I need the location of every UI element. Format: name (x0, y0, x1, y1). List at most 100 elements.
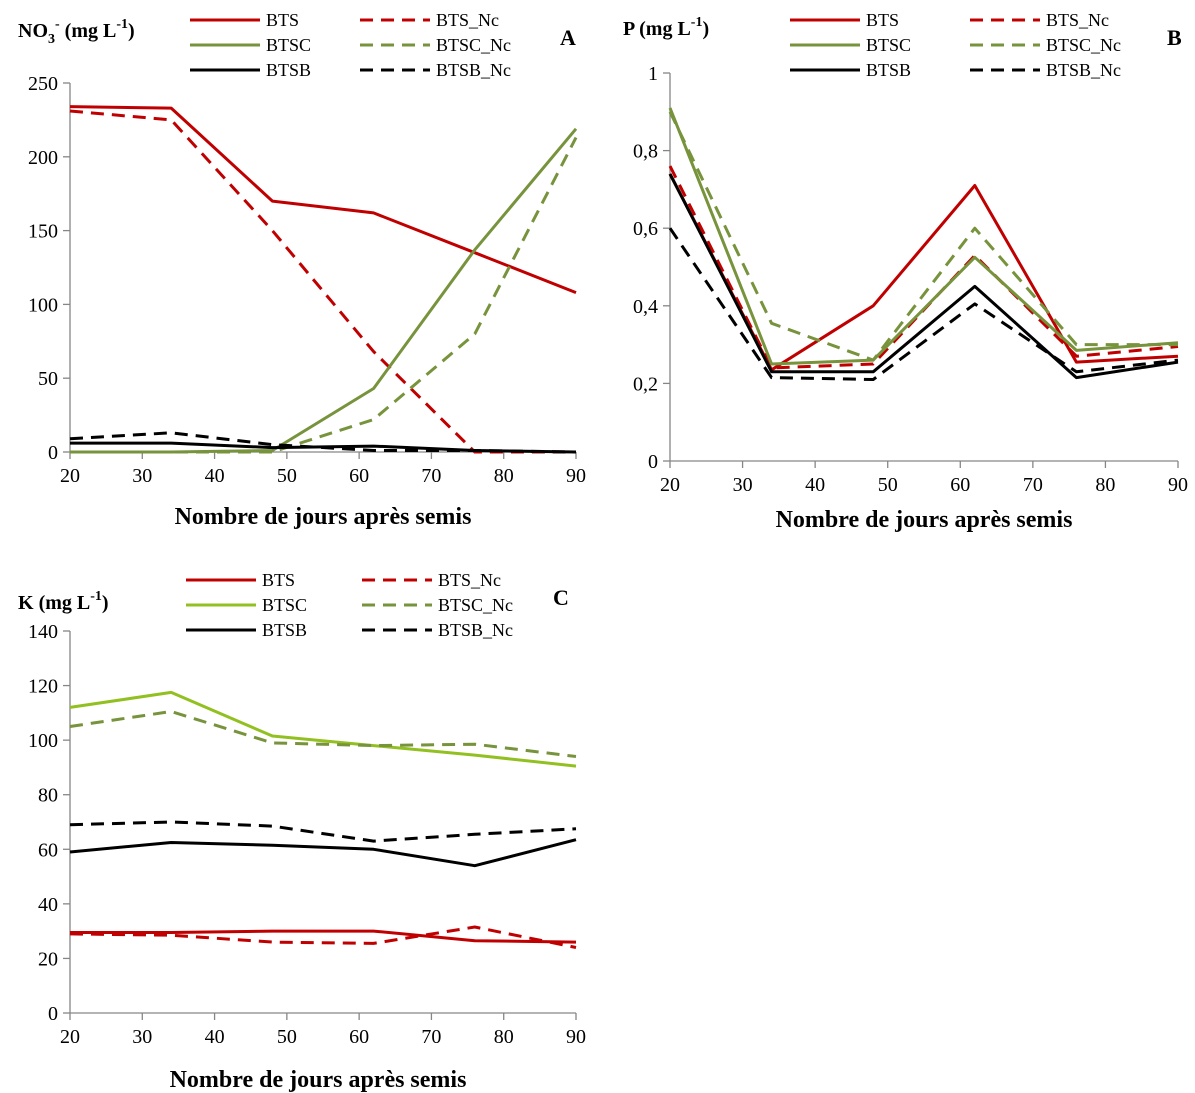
legend-label: BTSB_Nc (1046, 60, 1121, 80)
x-tick-label: 30 (132, 1026, 152, 1048)
y-tick-label: 0 (648, 451, 658, 473)
x-tick-label: 30 (132, 465, 152, 487)
y-tick-label: 0 (48, 1003, 58, 1025)
x-tick-label: 70 (421, 465, 441, 487)
legend-label: BTSB (266, 60, 311, 80)
y-tick-label: 40 (38, 894, 58, 916)
y-tick-label: 1 (648, 63, 658, 85)
x-tick-label: 50 (277, 465, 297, 487)
x-tick-label: 70 (421, 1026, 441, 1048)
x-tick-label: 70 (1023, 474, 1043, 496)
unit-label-part: ) (102, 592, 109, 614)
x-tick-label: 30 (733, 474, 753, 496)
unit-label-part: ) (702, 18, 709, 40)
x-tick-label: 80 (1095, 474, 1115, 496)
legend-label: BTSC_Nc (436, 35, 511, 55)
legend-label: BTSC (262, 595, 307, 615)
x-tick-label: 40 (205, 465, 225, 487)
y-tick-label: 60 (38, 839, 58, 861)
x-axis-label: Nombre de jours après semis (776, 507, 1073, 533)
x-tick-label: 90 (566, 1026, 586, 1048)
y-axis-unit-label: NO3- (mg L-1) (18, 17, 135, 47)
y-tick-label: 100 (28, 294, 58, 316)
legend-label: BTS_Nc (438, 570, 501, 590)
series-line-bts-nc (69, 925, 577, 949)
legend-label: BTSB_Nc (436, 60, 511, 80)
series-line-btsc-nc (70, 136, 578, 454)
x-tick-label: 90 (1168, 474, 1188, 496)
unit-label-part: (mg L (634, 18, 691, 40)
x-tick-label: 80 (494, 465, 514, 487)
series-line-bts-nc (69, 109, 576, 454)
unit-label-part: (mg L (60, 20, 117, 42)
y-tick-label: 0,2 (633, 373, 658, 395)
x-tick-label: 50 (878, 474, 898, 496)
y-axis-unit-label: P (mg L-1) (623, 15, 709, 40)
series-line-bts (69, 105, 577, 294)
y-tick-label: 200 (28, 147, 58, 169)
y-tick-label: 140 (28, 621, 58, 643)
unit-label-part: P (623, 18, 635, 40)
unit-label-part: -1 (90, 589, 102, 604)
x-axis-label: Nombre de jours après semis (175, 504, 472, 530)
y-tick-label: 80 (38, 785, 58, 807)
y-tick-label: 20 (38, 948, 58, 970)
series-line-btsc (70, 127, 578, 454)
x-tick-label: 40 (805, 474, 825, 496)
legend-label: BTSC (266, 35, 311, 55)
x-tick-label: 80 (494, 1026, 514, 1048)
x-tick-label: 50 (277, 1026, 297, 1048)
x-tick-label: 60 (950, 474, 970, 496)
series-line-btsb-nc (69, 431, 577, 454)
series-line-btsc-nc (69, 710, 577, 758)
panel-label: C (553, 585, 569, 610)
y-tick-label: 150 (28, 221, 58, 243)
legend-label: BTS_Nc (1046, 10, 1109, 30)
legend-label: BTSB (866, 60, 911, 80)
x-axis-label: Nombre de jours après semis (170, 1067, 467, 1093)
legend-label: BTSB (262, 620, 307, 640)
y-tick-label: 250 (28, 73, 58, 95)
x-tick-label: 60 (349, 465, 369, 487)
legend-label: BTS (262, 570, 295, 590)
series-line-btsb (69, 838, 577, 868)
series-line-btsb-nc (668, 227, 1179, 381)
legend-label: BTS_Nc (436, 10, 499, 30)
unit-label-part: K (18, 592, 34, 614)
legend-label: BTS (266, 10, 299, 30)
x-tick-label: 60 (349, 1026, 369, 1048)
series-line-btsc-nc (668, 111, 1178, 362)
unit-label-part: (mg L (34, 592, 91, 614)
x-tick-label: 20 (60, 1026, 80, 1048)
panel-label: A (560, 25, 576, 50)
series-line-bts (70, 929, 577, 944)
series-line-btsc (668, 107, 1179, 366)
chart-panel-a: 0 50 100 150 200 250 20 30 40 50 60 70 80 90 BTS BTS_Nc… (18, 10, 586, 530)
unit-label-part: -1 (116, 17, 128, 32)
y-tick-label: 0,4 (633, 296, 658, 318)
unit-label-part: 3 (48, 32, 55, 47)
legend-label: BTSC (866, 35, 911, 55)
unit-label-part: - (55, 17, 60, 32)
y-tick-label: 0,8 (633, 141, 658, 163)
y-tick-label: 0,6 (633, 218, 658, 240)
x-tick-label: 20 (660, 474, 680, 496)
y-tick-label: 100 (28, 730, 58, 752)
y-axis-unit-label: K (mg L-1) (18, 589, 109, 614)
series-line-btsc (69, 690, 577, 768)
unit-label-part: ) (128, 20, 135, 42)
x-tick-label: 40 (205, 1026, 225, 1048)
legend-label: BTSC_Nc (1046, 35, 1121, 55)
unit-label-part: -1 (691, 15, 703, 30)
y-tick-label: 50 (38, 368, 58, 390)
series-line-btsb (668, 173, 1179, 380)
unit-label-part: NO (18, 20, 48, 42)
x-tick-label: 90 (566, 465, 586, 487)
series-line-btsb-nc (69, 820, 577, 843)
panel-label: B (1167, 25, 1182, 50)
chart-panel-b: 0 0,2 0,4 0,6 0,8 1 20 30 40 50 60 70 80 90 BTS BTS_Nc B… (623, 10, 1188, 533)
y-tick-label: 0 (48, 442, 58, 464)
x-tick-label: 20 (60, 465, 80, 487)
